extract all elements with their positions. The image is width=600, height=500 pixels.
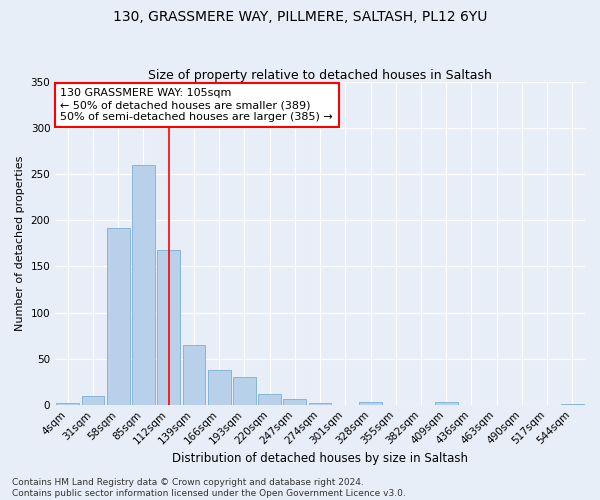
Bar bbox=[309, 403, 331, 404]
Bar bbox=[283, 399, 306, 404]
Bar bbox=[233, 377, 256, 404]
X-axis label: Distribution of detached houses by size in Saltash: Distribution of detached houses by size … bbox=[172, 452, 468, 465]
Bar bbox=[82, 396, 104, 404]
Bar bbox=[182, 345, 205, 405]
Title: Size of property relative to detached houses in Saltash: Size of property relative to detached ho… bbox=[148, 69, 492, 82]
Bar bbox=[132, 165, 155, 404]
Bar bbox=[435, 402, 458, 404]
Bar bbox=[359, 402, 382, 404]
Text: 130 GRASSMERE WAY: 105sqm
← 50% of detached houses are smaller (389)
50% of semi: 130 GRASSMERE WAY: 105sqm ← 50% of detac… bbox=[61, 88, 333, 122]
Y-axis label: Number of detached properties: Number of detached properties bbox=[15, 156, 25, 331]
Bar bbox=[56, 403, 79, 404]
Bar bbox=[107, 228, 130, 404]
Bar bbox=[258, 394, 281, 404]
Text: Contains HM Land Registry data © Crown copyright and database right 2024.
Contai: Contains HM Land Registry data © Crown c… bbox=[12, 478, 406, 498]
Bar bbox=[208, 370, 230, 404]
Bar bbox=[157, 250, 180, 404]
Text: 130, GRASSMERE WAY, PILLMERE, SALTASH, PL12 6YU: 130, GRASSMERE WAY, PILLMERE, SALTASH, P… bbox=[113, 10, 487, 24]
